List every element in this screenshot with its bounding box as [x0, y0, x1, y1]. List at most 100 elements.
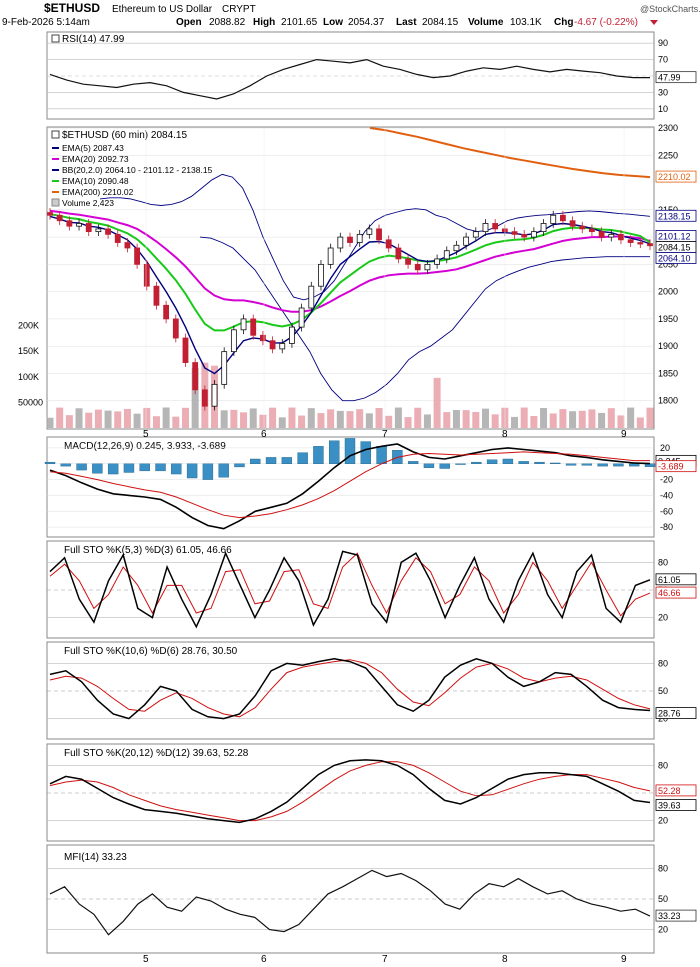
down-arrow-icon: [650, 20, 658, 25]
macd-panel: [46, 436, 655, 538]
price-candle: [172, 318, 179, 339]
price-candle: [289, 326, 295, 344]
macd-histogram-bar: [297, 452, 308, 464]
volume-bar: [394, 407, 402, 428]
macd-line: [49, 443, 651, 530]
macd-signal-line: [49, 451, 650, 519]
volume-bar: [598, 412, 606, 428]
last-value: 2084.15: [422, 17, 459, 28]
ema20-line: [49, 209, 651, 313]
volume-bar: [607, 408, 615, 428]
price-candle: [521, 233, 528, 238]
macd-histogram-bar: [107, 463, 119, 475]
price-candle: [153, 285, 160, 306]
price-candle: [434, 258, 440, 265]
volume-bar: [46, 417, 54, 428]
chart-marks: 907050301047.992300225021502100205020001…: [18, 38, 697, 965]
volume-bar: [530, 415, 538, 428]
volume-bar: [278, 417, 286, 428]
bb-upper-last-label: 2138.15: [658, 211, 691, 221]
macd-histogram-bar: [171, 463, 182, 475]
volume-bar: [143, 407, 151, 428]
macd-histogram-bar: [486, 459, 498, 464]
macd-histogram-bar: [534, 461, 545, 464]
price-candle: [550, 214, 557, 224]
date-tick-8: 8: [502, 429, 508, 440]
price-legend: $ETHUSD (60 min) 2084.15 EMA(5) 2087.43 …: [51, 130, 213, 208]
copyright: @StockCharts.com: [640, 4, 700, 14]
rsi-last-value-label: 47.99: [658, 73, 681, 83]
volume-bar: [298, 415, 306, 428]
volume-bar: [520, 407, 528, 428]
price-candle: [114, 233, 121, 243]
ema200-last-box: [655, 170, 697, 183]
volume-bar: [452, 410, 460, 428]
price-candle: [463, 236, 470, 246]
price-tick-1800: 1800: [658, 396, 678, 406]
open-value: 2088.82: [209, 17, 246, 28]
macd-histogram-bar: [550, 462, 561, 464]
volume-bar: [588, 409, 596, 428]
price-candle: [472, 231, 479, 238]
sto2-title: Full STO %K(10,6) %D(6) 28.76, 30.50: [64, 646, 238, 657]
header-datetime: 9-Feb-2026 5:14am: [2, 17, 90, 28]
price-candle: [385, 239, 392, 249]
legend-volume: Volume 2,423: [62, 198, 114, 208]
macd-histogram-bar: [455, 463, 466, 465]
price-candle: [579, 225, 586, 230]
macd-histogram-bar: [581, 463, 593, 466]
macd-histogram-bar: [218, 463, 229, 478]
price-candle: [637, 242, 644, 245]
chg-value: -4.67 (-0.22%): [574, 17, 638, 28]
price-candle: [250, 318, 257, 336]
volume-bar: [569, 411, 577, 428]
volume-bar: [385, 415, 393, 428]
sto1-tick-80: 80: [658, 557, 668, 567]
macd-histogram-bar: [423, 463, 435, 468]
price-candle: [105, 228, 111, 235]
price-candle: [56, 214, 63, 222]
sto2-k-last-box: [655, 707, 697, 719]
high-value: 2101.65: [281, 17, 318, 28]
price-candle: [598, 231, 605, 238]
price-candle: [405, 258, 411, 265]
price-candle: [85, 223, 92, 233]
rsi-line: [49, 58, 650, 100]
price-tick-2300: 2300: [658, 123, 678, 133]
high-label: High: [253, 17, 275, 28]
macd-histogram-bar: [123, 463, 135, 473]
volume-bar: [627, 407, 635, 428]
sto3-k-line: [49, 759, 651, 824]
date-tick-6: 6: [261, 429, 267, 440]
macd-histogram-bar: [313, 446, 324, 464]
ema5-line: [49, 215, 651, 375]
volume-bar: [288, 407, 296, 428]
price-candle: [347, 236, 353, 243]
macd-histogram-bar: [265, 457, 277, 464]
price-tick-1950: 1950: [658, 314, 678, 324]
mfi-tick-50: 50: [658, 894, 668, 904]
volume-bar: [336, 410, 344, 428]
sto3-d-line: [49, 761, 651, 822]
volume-bar: [365, 413, 373, 428]
volume-bar: [375, 408, 383, 428]
volume-bar: [133, 413, 141, 428]
legend-ema10: EMA(10) 2090.48: [62, 176, 129, 186]
sto3-k-last-box: [655, 799, 697, 811]
macd-histogram-bar: [360, 441, 371, 464]
macd-histogram-bar: [60, 463, 71, 467]
price-candle: [298, 307, 305, 328]
bb-upper-line: [99, 173, 651, 301]
price-candle: [492, 223, 499, 230]
mfi-tick-20: 20: [658, 925, 668, 935]
mfi-tick-80: 80: [658, 863, 668, 873]
volume-tick-200K: 200K: [18, 321, 39, 331]
legend-bb: BB(20,2.0) 2064.10 - 2101.12 - 2138.15: [62, 165, 213, 175]
price-candle: [192, 362, 199, 391]
volume-tick-100K: 100K: [18, 372, 39, 382]
mfi-line: [49, 869, 651, 936]
macd-histogram-bar: [92, 463, 103, 474]
macd-histogram-bar: [234, 463, 245, 468]
exchange: CRYPT: [222, 4, 256, 15]
volume-bar: [481, 408, 489, 428]
